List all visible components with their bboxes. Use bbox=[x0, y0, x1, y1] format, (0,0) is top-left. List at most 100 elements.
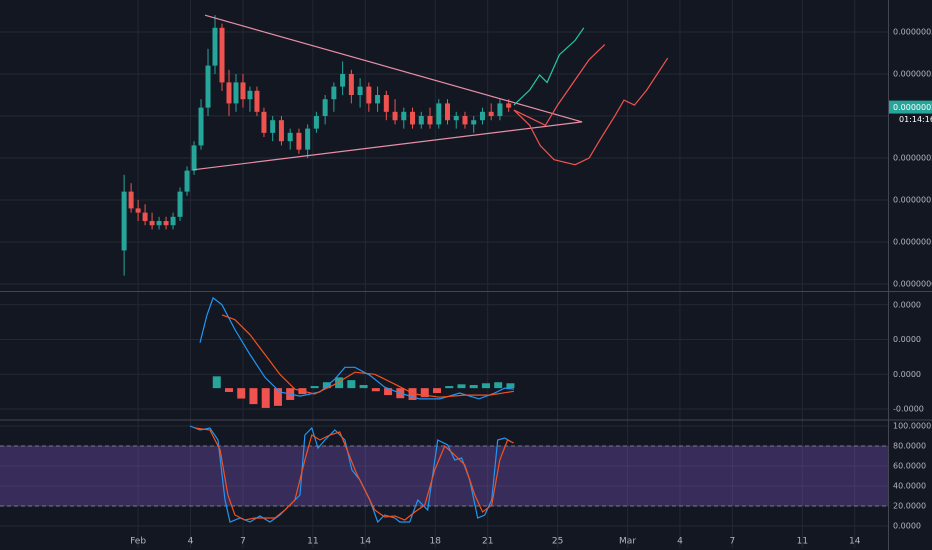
x-tick-label: 7 bbox=[240, 537, 246, 547]
y-tick-label: 0.00000020 bbox=[893, 154, 932, 163]
y-tick-label: 0.00000005 bbox=[893, 280, 932, 289]
countdown-box bbox=[889, 113, 932, 126]
countdown-label: 01:14:16 bbox=[899, 115, 932, 124]
candle-body bbox=[427, 116, 433, 125]
histogram-bar bbox=[420, 388, 429, 398]
candle-body bbox=[198, 107, 204, 146]
histogram-bar bbox=[481, 383, 490, 389]
candle-body bbox=[436, 103, 442, 125]
candle-body bbox=[233, 82, 239, 104]
candle-body bbox=[453, 116, 459, 121]
histogram-bar bbox=[224, 388, 233, 392]
drawing-line bbox=[192, 121, 583, 171]
candle-body bbox=[212, 27, 218, 66]
candle-body bbox=[506, 103, 512, 108]
y-tick-label: 0.00000010 bbox=[893, 238, 932, 247]
histogram-bar bbox=[384, 388, 393, 396]
candle-body bbox=[191, 145, 197, 171]
candle-body bbox=[322, 99, 328, 117]
candle-body bbox=[156, 221, 162, 226]
y-tick-label: 0.00000030 bbox=[893, 70, 932, 79]
y-tick-label: 80.0000 bbox=[893, 442, 926, 451]
histogram-bar bbox=[408, 388, 417, 400]
candle-body bbox=[340, 74, 346, 87]
candle-body bbox=[240, 82, 246, 100]
x-tick-label: 11 bbox=[307, 537, 318, 547]
histogram-bar bbox=[237, 388, 246, 399]
candle-body bbox=[184, 170, 190, 192]
histogram-bar bbox=[261, 388, 270, 408]
histogram-bar bbox=[433, 388, 442, 393]
x-tick-label: Mar bbox=[619, 537, 636, 547]
drawing-line bbox=[513, 44, 606, 127]
last-price-box bbox=[889, 100, 932, 114]
candle-body bbox=[331, 86, 337, 100]
x-tick-label: 14 bbox=[360, 537, 372, 547]
histogram-bar bbox=[494, 382, 503, 389]
histogram-bar bbox=[359, 385, 368, 389]
x-tick-label: 4 bbox=[188, 537, 194, 547]
x-tick-label: 11 bbox=[797, 537, 808, 547]
candle-body bbox=[287, 132, 293, 142]
candle-body bbox=[142, 212, 148, 222]
drawing-line bbox=[204, 14, 583, 123]
candle-body bbox=[471, 120, 477, 125]
histogram-bar bbox=[445, 386, 454, 389]
histogram-bar bbox=[310, 386, 319, 389]
y-tick-label: 60.0000 bbox=[893, 462, 926, 471]
candle-body bbox=[375, 95, 381, 104]
candle-body bbox=[418, 116, 424, 125]
y-tick-label: 0.0000 bbox=[893, 522, 921, 531]
labels-layer: Feb 4 7 11 14 18 21 25 Mar 4 7 11 14 0.00000005 0.0000… bbox=[130, 28, 932, 547]
histogram-bar bbox=[273, 388, 282, 406]
x-tick-label: 14 bbox=[849, 537, 861, 547]
candle-body bbox=[121, 191, 127, 251]
candle-body bbox=[261, 111, 267, 133]
y-tick-label: -0.0000 bbox=[893, 404, 924, 413]
marks-layer bbox=[0, 14, 888, 524]
histogram-bar bbox=[249, 388, 258, 405]
candle-body bbox=[462, 116, 468, 125]
y-tick-label: 20.0000 bbox=[893, 502, 926, 511]
y-tick-label: 0.0000 bbox=[893, 335, 921, 344]
y-tick-label: 100.0000 bbox=[893, 422, 931, 431]
candle-body bbox=[226, 82, 232, 104]
histogram-bar bbox=[212, 376, 221, 389]
y-tick-label: 40.0000 bbox=[893, 482, 926, 491]
y-tick-label: 0.00000015 bbox=[893, 196, 932, 205]
candle-body bbox=[366, 86, 372, 104]
drawing-line bbox=[513, 57, 669, 166]
candle-body bbox=[357, 86, 363, 96]
candle-body bbox=[348, 74, 354, 96]
candle-body bbox=[479, 111, 485, 121]
candle-body bbox=[270, 120, 276, 133]
x-tick-label: 25 bbox=[552, 537, 563, 547]
histogram-bar bbox=[469, 385, 478, 389]
indicator-line bbox=[195, 427, 514, 521]
y-tick-label: 0.0000 bbox=[893, 300, 921, 309]
histogram-bar bbox=[347, 380, 356, 389]
x-tick-label: 7 bbox=[730, 537, 736, 547]
candle-body bbox=[488, 111, 494, 117]
drawing-line bbox=[513, 27, 585, 106]
candle-body bbox=[135, 208, 141, 213]
candle-body bbox=[205, 65, 211, 108]
band bbox=[0, 446, 888, 506]
candle-body bbox=[278, 120, 284, 142]
candle-body bbox=[383, 95, 389, 112]
candle-body bbox=[149, 221, 155, 226]
candle-body bbox=[401, 111, 407, 121]
x-tick-label: 18 bbox=[430, 537, 442, 547]
histogram-bar bbox=[335, 377, 344, 389]
histogram-bar bbox=[371, 388, 380, 392]
x-tick-label: 21 bbox=[482, 537, 493, 547]
candle-body bbox=[497, 103, 503, 117]
histogram-bar bbox=[506, 383, 515, 389]
candle-body bbox=[444, 103, 450, 121]
y-tick-label: 0.0000 bbox=[893, 370, 921, 379]
candle-body bbox=[313, 116, 319, 129]
candle-body bbox=[128, 191, 134, 209]
